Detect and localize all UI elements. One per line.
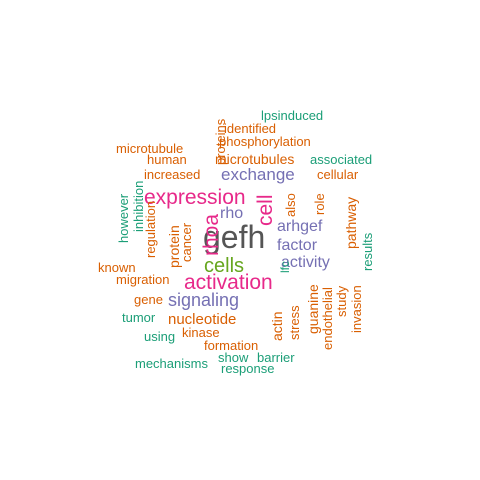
word-activation: activation bbox=[184, 271, 273, 294]
word-invasion: invasion bbox=[349, 285, 364, 333]
word-migration: migration bbox=[116, 272, 170, 287]
word-expression: expression bbox=[144, 186, 246, 209]
word-factor: factor bbox=[277, 237, 318, 254]
word-mechanisms: mechanisms bbox=[135, 356, 208, 371]
word-gefh: gefh bbox=[203, 219, 266, 255]
word-results: results bbox=[360, 232, 375, 271]
word-activity: activity bbox=[281, 254, 330, 271]
word-lpsinduced: lpsinduced bbox=[261, 108, 324, 123]
word-show: show bbox=[218, 350, 249, 365]
word-response: response bbox=[221, 361, 275, 376]
word-inhibition: inhibition bbox=[131, 180, 146, 232]
word-study: study bbox=[334, 285, 349, 317]
word-gene: gene bbox=[134, 292, 163, 307]
word-guanine: guanine bbox=[305, 284, 321, 334]
word-known: known bbox=[98, 260, 136, 275]
word-kinase: kinase bbox=[182, 325, 220, 340]
word-nucleotide: nucleotide bbox=[168, 311, 237, 328]
word-identified: identified bbox=[224, 121, 277, 136]
word-stress: stress bbox=[287, 305, 302, 340]
word-pathway: pathway bbox=[343, 196, 359, 249]
word-formation: formation bbox=[204, 338, 259, 353]
word-proteins: proteins bbox=[213, 118, 228, 165]
word-cellular: cellular bbox=[317, 167, 359, 182]
word-rhoa: rhoa bbox=[200, 213, 223, 256]
word-lfc: lfc bbox=[278, 261, 292, 273]
word-cancer: cancer bbox=[179, 222, 194, 262]
word-barrier: barrier bbox=[257, 350, 295, 365]
word-increased: increased bbox=[144, 167, 201, 182]
word-however: however bbox=[116, 193, 131, 243]
word-signaling: signaling bbox=[168, 290, 240, 310]
word-cell: cell bbox=[254, 194, 277, 226]
word-phosphorylation: phosphorylation bbox=[219, 134, 311, 149]
word-also: also bbox=[283, 193, 298, 217]
word-endothelial: endothelial bbox=[320, 287, 335, 350]
word-exchange: exchange bbox=[221, 165, 295, 184]
word-using: using bbox=[144, 329, 176, 344]
word-human: human bbox=[147, 152, 187, 167]
word-rho: rho bbox=[220, 205, 244, 222]
word-role: role bbox=[312, 193, 327, 215]
word-microtubule: microtubule bbox=[116, 141, 184, 156]
word-cells: cells bbox=[204, 255, 245, 277]
word-associated: associated bbox=[310, 152, 373, 167]
word-tumor: tumor bbox=[122, 310, 156, 325]
word-arhgef: arhgef bbox=[277, 218, 323, 235]
word-microtubules: microtubules bbox=[215, 151, 295, 167]
word-actin: actin bbox=[269, 311, 285, 341]
